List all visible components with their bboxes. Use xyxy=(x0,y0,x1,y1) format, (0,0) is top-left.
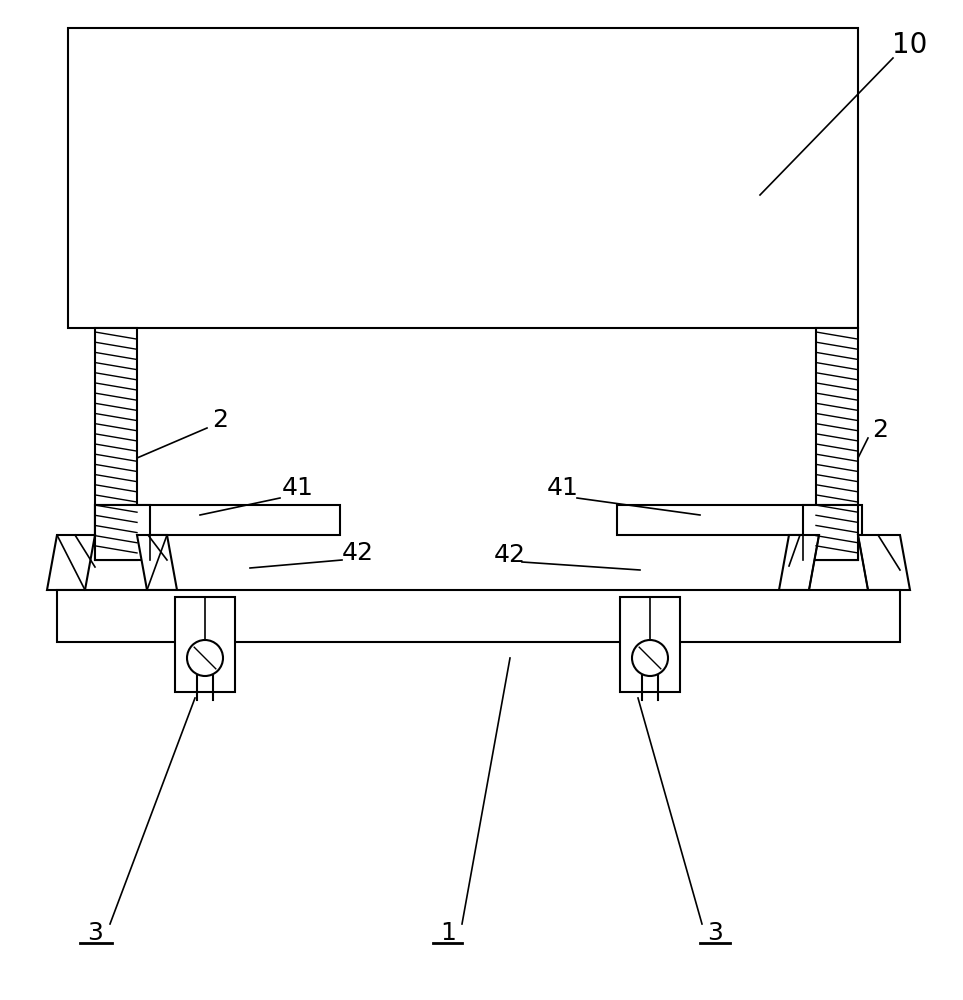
Bar xyxy=(175,597,235,692)
Bar xyxy=(57,590,900,642)
Text: 3: 3 xyxy=(707,921,723,945)
Text: 42: 42 xyxy=(494,543,526,567)
Bar xyxy=(95,328,137,560)
Circle shape xyxy=(187,640,223,676)
Polygon shape xyxy=(137,535,177,590)
Text: 41: 41 xyxy=(282,476,314,500)
Bar xyxy=(803,505,858,560)
Bar xyxy=(620,597,680,692)
Polygon shape xyxy=(858,535,910,590)
Text: 41: 41 xyxy=(547,476,579,500)
Bar xyxy=(95,505,340,535)
Bar xyxy=(68,28,858,328)
Text: 2: 2 xyxy=(212,408,228,432)
Text: 42: 42 xyxy=(342,541,374,565)
Bar xyxy=(617,505,862,535)
Bar xyxy=(95,505,150,560)
Bar xyxy=(816,328,858,560)
Polygon shape xyxy=(47,535,95,590)
Text: 10: 10 xyxy=(893,31,927,59)
Text: 1: 1 xyxy=(440,921,455,945)
Polygon shape xyxy=(779,535,819,590)
Text: 2: 2 xyxy=(872,418,888,442)
Circle shape xyxy=(632,640,668,676)
Text: 3: 3 xyxy=(87,921,103,945)
